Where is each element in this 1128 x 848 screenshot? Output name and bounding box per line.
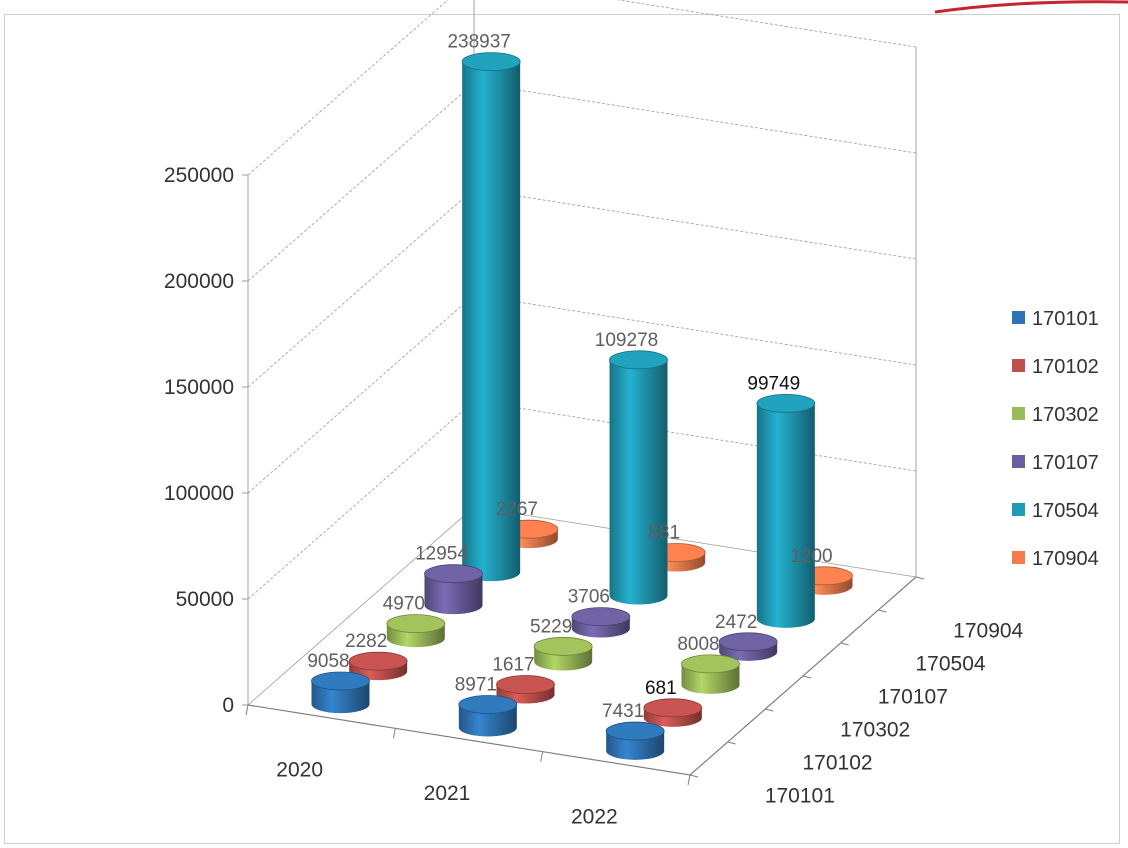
bar-top [681,654,740,674]
legend-entry-label: 170107 [1032,452,1099,474]
chart-legend: 170101 170102 170302 170107 170504 170904 [1012,308,1099,570]
data-label: 99749 [747,373,800,394]
depth-axis-label: 170101 [765,785,835,808]
bar-170107-2022 [718,632,778,661]
chart-bars [311,52,853,760]
x-category-label: 2020 [276,759,323,782]
data-label: 9058 [307,651,349,672]
gridline [247,188,917,388]
bar-170302-2020 [386,614,446,648]
data-label: 2282 [345,631,387,652]
legend-swatch [1012,503,1025,516]
depth-axis-label: 170504 [916,653,986,676]
depth-tick-mark [915,576,925,580]
bar-top [718,632,778,652]
legend-swatch [1012,311,1025,324]
legend-swatch [1012,359,1025,372]
depth-axis-label: 170107 [878,686,948,709]
data-label: 1617 [492,655,534,676]
legend-entry-label: 170302 [1032,404,1099,426]
depth-axis-label: 170102 [803,752,873,775]
data-label: 681 [645,678,677,699]
y-tick-label: 150000 [164,376,234,399]
red-swoosh-decoration [934,0,1128,14]
gridline [247,82,917,282]
bar-top [348,651,408,671]
depth-axis-label: 170302 [840,719,910,742]
data-label: 2472 [715,612,757,633]
depth-tick-mark [765,708,774,712]
legend-swatch [1012,407,1025,420]
x-tick-mark [392,728,396,739]
chart-frame [4,14,1120,844]
data-label: 8971 [455,674,497,695]
bar-170101-2021 [458,695,518,737]
data-label: 1200 [790,546,832,567]
data-label: 238937 [447,32,510,53]
bar-top [386,614,446,634]
bar-body [462,61,521,582]
bar-top [424,564,483,584]
bar-170101-2020 [311,671,370,714]
bar-170302-2021 [533,637,593,671]
data-label: 881 [648,523,680,544]
x-tick-mark [540,751,544,762]
bar-top [496,675,555,694]
legend-entry-label: 170504 [1032,500,1099,522]
depth-tick-mark [727,741,736,745]
bar-top [571,607,631,627]
data-label: 7431 [602,701,644,722]
data-label: 3706 [568,587,610,608]
y-tick-label: 200000 [164,270,234,293]
bar-top [609,350,668,370]
y-tick-label: 0 [222,694,234,717]
bar-170504-2022 [756,393,816,628]
bar-170101-2022 [605,721,665,760]
legend-swatch [1012,551,1025,564]
bar-body [609,359,668,605]
bar-top [311,671,370,691]
x-category-label: 2022 [571,805,618,828]
y-tick-label: 100000 [164,482,234,505]
data-label: 8008 [677,634,719,655]
y-tick-label: 250000 [164,164,234,187]
depth-tick-mark [840,642,849,646]
bar-top [643,698,703,718]
y-tick-label: 50000 [176,588,234,611]
bar-170102-2022 [643,698,703,727]
bar-top [756,393,816,413]
legend-entry-label: 170101 [1032,308,1099,330]
depth-tick-mark [689,774,699,778]
bar-body [424,573,483,615]
bar-170107-2021 [571,607,631,638]
depth-tick-mark [878,609,887,613]
legend-swatch [1012,455,1025,468]
gridline [247,294,917,494]
data-label: 109278 [595,330,658,351]
bar-top [605,721,665,741]
bar-top [458,695,518,714]
chart-axes: 0 50000 100000 150000 200000 250000 2020 2021 20… [164,164,1024,828]
data-label: 5229 [530,616,572,637]
depth-tick-mark [802,675,812,679]
data-label: 12954 [415,544,468,565]
bar-body [756,403,815,628]
data-label: 2267 [496,499,538,520]
legend-entry-label: 170102 [1032,356,1099,378]
bar-170504-2021 [609,350,668,605]
bar-top [461,52,521,72]
legend-entry-label: 170904 [1032,548,1099,570]
chart-data-labels: 2267 881 1200 238937 109278 99749 12954 3706 247… [307,32,832,722]
x-tick-mark [245,704,249,716]
bar-170302-2022 [681,654,740,694]
bar-170504-2020 [461,52,521,582]
bar-top [533,637,593,656]
gridline [247,0,917,176]
x-tick-mark [687,774,691,786]
data-label: 4970 [383,594,425,615]
bar-170107-2020 [424,564,483,615]
depth-axis-label: 170904 [953,620,1023,643]
x-category-label: 2021 [424,782,471,805]
